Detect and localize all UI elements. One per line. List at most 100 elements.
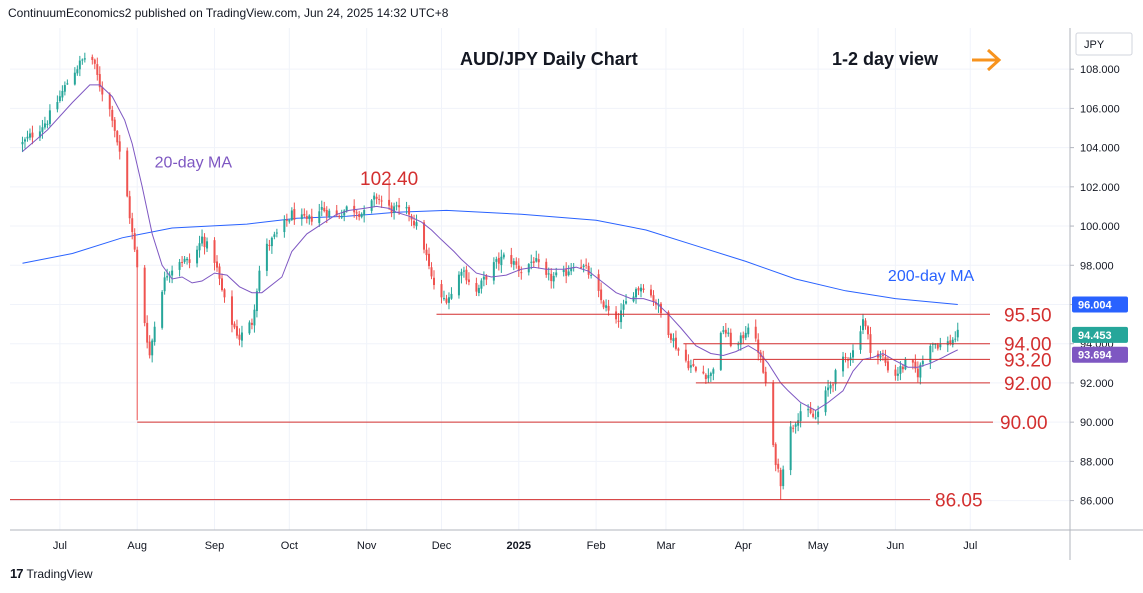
candle-body <box>285 219 288 221</box>
candle-body <box>794 424 797 427</box>
candle-body <box>66 83 69 85</box>
candle-body <box>388 199 391 206</box>
candle-body <box>901 366 904 370</box>
candle <box>423 219 426 254</box>
candle-body <box>111 109 114 121</box>
candle <box>56 95 59 113</box>
candle <box>373 192 376 208</box>
candle-body <box>482 276 485 280</box>
candle <box>46 120 49 129</box>
candle <box>712 367 715 381</box>
candle-body <box>303 213 306 216</box>
candle-body <box>360 213 363 218</box>
level-label: 94.00 <box>1004 335 1052 356</box>
candle-body <box>689 365 692 368</box>
candle-body <box>722 330 725 332</box>
candle-body <box>625 301 628 304</box>
ma200-badge <box>1072 296 1128 313</box>
candle <box>789 420 792 476</box>
candle <box>824 386 827 416</box>
candle <box>450 287 453 300</box>
x-tick-label: Nov <box>357 540 377 552</box>
x-tick-label: Jun <box>887 540 905 552</box>
candle <box>842 351 845 377</box>
x-tick-label: May <box>808 540 829 552</box>
candle <box>704 373 707 384</box>
candle-body <box>929 345 932 363</box>
candle-body <box>512 261 515 265</box>
candle <box>884 349 887 367</box>
candle-body <box>687 361 690 369</box>
candle <box>515 257 518 269</box>
candle-body <box>567 271 570 276</box>
candle <box>637 286 640 296</box>
candle-body <box>879 355 882 358</box>
candle <box>495 256 498 269</box>
candle <box>739 332 742 351</box>
candle-body <box>844 357 847 359</box>
candle-body <box>500 256 503 266</box>
candle <box>460 268 463 284</box>
candle <box>146 315 149 349</box>
candle <box>63 81 66 96</box>
candle-body <box>919 364 922 378</box>
candle-body <box>447 297 450 303</box>
candle-body <box>642 288 645 290</box>
candle-body <box>552 275 555 282</box>
candle-body <box>126 150 129 197</box>
candle <box>285 213 288 227</box>
candle-body <box>620 310 623 323</box>
candle-body <box>792 427 795 429</box>
candle-body <box>253 309 256 326</box>
candle <box>111 105 114 128</box>
candle <box>206 237 209 253</box>
candle-body <box>939 343 942 348</box>
candle-body <box>96 64 99 75</box>
candle <box>61 85 64 102</box>
candle <box>562 265 565 277</box>
candle-body <box>747 327 750 335</box>
candle <box>440 279 443 304</box>
candle-body <box>428 253 431 267</box>
candle <box>582 263 585 273</box>
candle <box>674 330 677 351</box>
candle-body <box>338 215 341 217</box>
candle-body <box>380 200 383 202</box>
candle-body <box>188 259 191 263</box>
candle-body <box>218 266 221 279</box>
candlestick-series <box>21 52 959 500</box>
candle <box>757 333 760 361</box>
candle-body <box>283 219 286 233</box>
candle-body <box>73 72 76 85</box>
tradingview-logo-icon: 17 <box>10 566 24 581</box>
candle-body <box>782 469 785 487</box>
annotation: 20-day MA <box>155 154 233 171</box>
candle-body <box>405 206 408 209</box>
candle <box>517 258 520 277</box>
candle <box>148 335 151 359</box>
candle-body <box>93 59 96 64</box>
candle-body <box>325 209 328 217</box>
candle <box>358 210 361 221</box>
candle <box>178 258 181 277</box>
candle <box>782 465 785 490</box>
candle-body <box>258 270 261 291</box>
candle <box>677 347 680 356</box>
candle <box>777 458 780 473</box>
candle <box>445 294 448 305</box>
candle-body <box>582 265 585 267</box>
candle-body <box>320 207 323 210</box>
candle <box>635 287 638 304</box>
candle-body <box>465 269 468 281</box>
candle-body <box>183 258 186 262</box>
candle <box>672 333 675 348</box>
x-tick-label: Dec <box>432 540 452 552</box>
candle <box>325 206 328 224</box>
candle <box>500 249 503 273</box>
candle-body <box>881 354 884 356</box>
ma200-line <box>22 209 958 305</box>
candle <box>914 354 917 373</box>
candle <box>353 199 356 218</box>
candle <box>859 325 862 354</box>
